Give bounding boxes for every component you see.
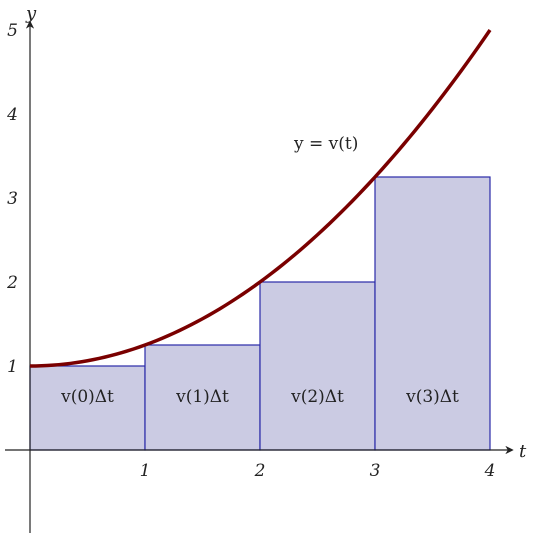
axes: t y	[5, 3, 527, 533]
x-axis-label: t	[519, 441, 527, 462]
y-tick-label-5: 5	[7, 21, 18, 41]
curve-label: y = v(t)	[293, 134, 358, 154]
rectangle-label-0: v(0)Δt	[60, 387, 114, 407]
x-tick-label-4: 4	[484, 461, 496, 481]
rectangle-label-2: v(2)Δt	[290, 387, 344, 407]
rectangles-layer: v(0)Δt v(1)Δt v(2)Δt v(3)Δt	[29, 176, 491, 451]
y-tick-label-3: 3	[7, 189, 18, 209]
x-tick-label-1: 1	[140, 461, 151, 481]
rectangle-2	[259, 281, 376, 451]
tick-labels: 1 2 3 4 1 2 3 4 5	[6, 21, 495, 481]
rectangle-label-1: v(1)Δt	[175, 387, 229, 407]
y-tick-label-2: 2	[6, 273, 18, 293]
rectangle-0	[29, 365, 146, 451]
rectangle-3	[374, 176, 491, 451]
y-tick-label-1: 1	[7, 357, 18, 377]
rectangle-1	[144, 344, 261, 451]
x-tick-label-3: 3	[370, 461, 381, 481]
x-tick-label-2: 2	[254, 461, 266, 481]
y-axis-label: y	[25, 3, 37, 24]
rectangle-label-3: v(3)Δt	[405, 387, 459, 407]
y-tick-label-4: 4	[6, 105, 18, 125]
curve-v-of-t	[29, 29, 492, 368]
